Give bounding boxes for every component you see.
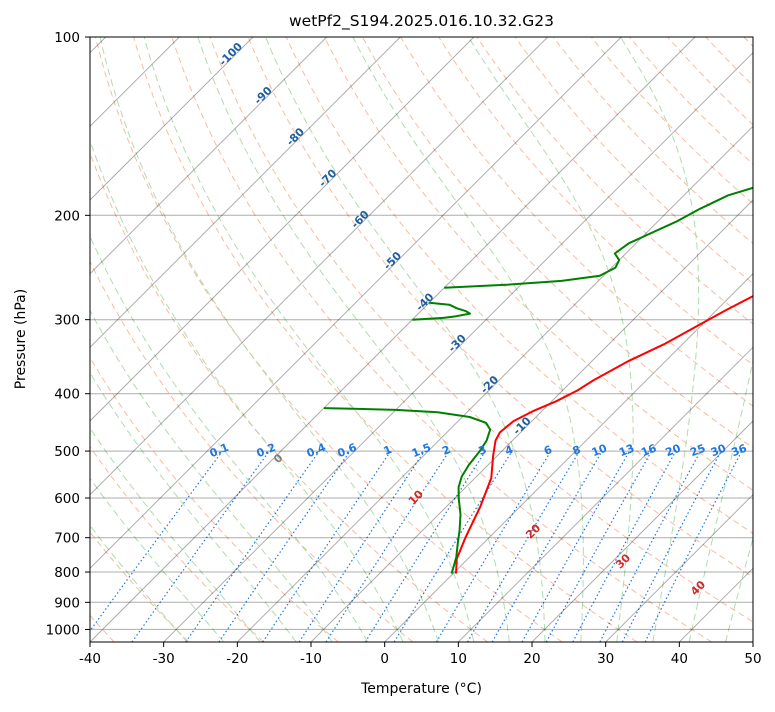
x-tick-label: 20 xyxy=(523,651,540,667)
x-tick-label: 30 xyxy=(597,651,614,667)
y-tick-label: 600 xyxy=(54,491,80,507)
x-tick-label: 0 xyxy=(380,651,389,667)
x-tick-label: 40 xyxy=(671,651,688,667)
y-tick-label: 100 xyxy=(54,30,80,46)
y-tick-label: 500 xyxy=(54,444,80,460)
y-axis-label: Pressure (hPa) xyxy=(13,289,29,389)
x-tick-label: -40 xyxy=(79,651,101,667)
y-tick-label: 700 xyxy=(54,531,80,547)
x-tick-label: -20 xyxy=(226,651,248,667)
x-tick-label: 50 xyxy=(744,651,761,667)
x-tick-label: -10 xyxy=(300,651,322,667)
x-tick-label: -30 xyxy=(153,651,175,667)
y-tick-label: 1000 xyxy=(46,622,80,638)
y-tick-label: 800 xyxy=(54,565,80,581)
x-tick-label: 10 xyxy=(450,651,467,667)
y-tick-label: 400 xyxy=(54,387,80,403)
y-tick-label: 900 xyxy=(54,595,80,611)
y-tick-label: 200 xyxy=(54,208,80,224)
chart-title: wetPf2_S194.2025.016.10.32.G23 xyxy=(289,12,554,31)
x-axis-label: Temperature (°C) xyxy=(360,681,482,697)
y-tick-label: 300 xyxy=(54,313,80,329)
